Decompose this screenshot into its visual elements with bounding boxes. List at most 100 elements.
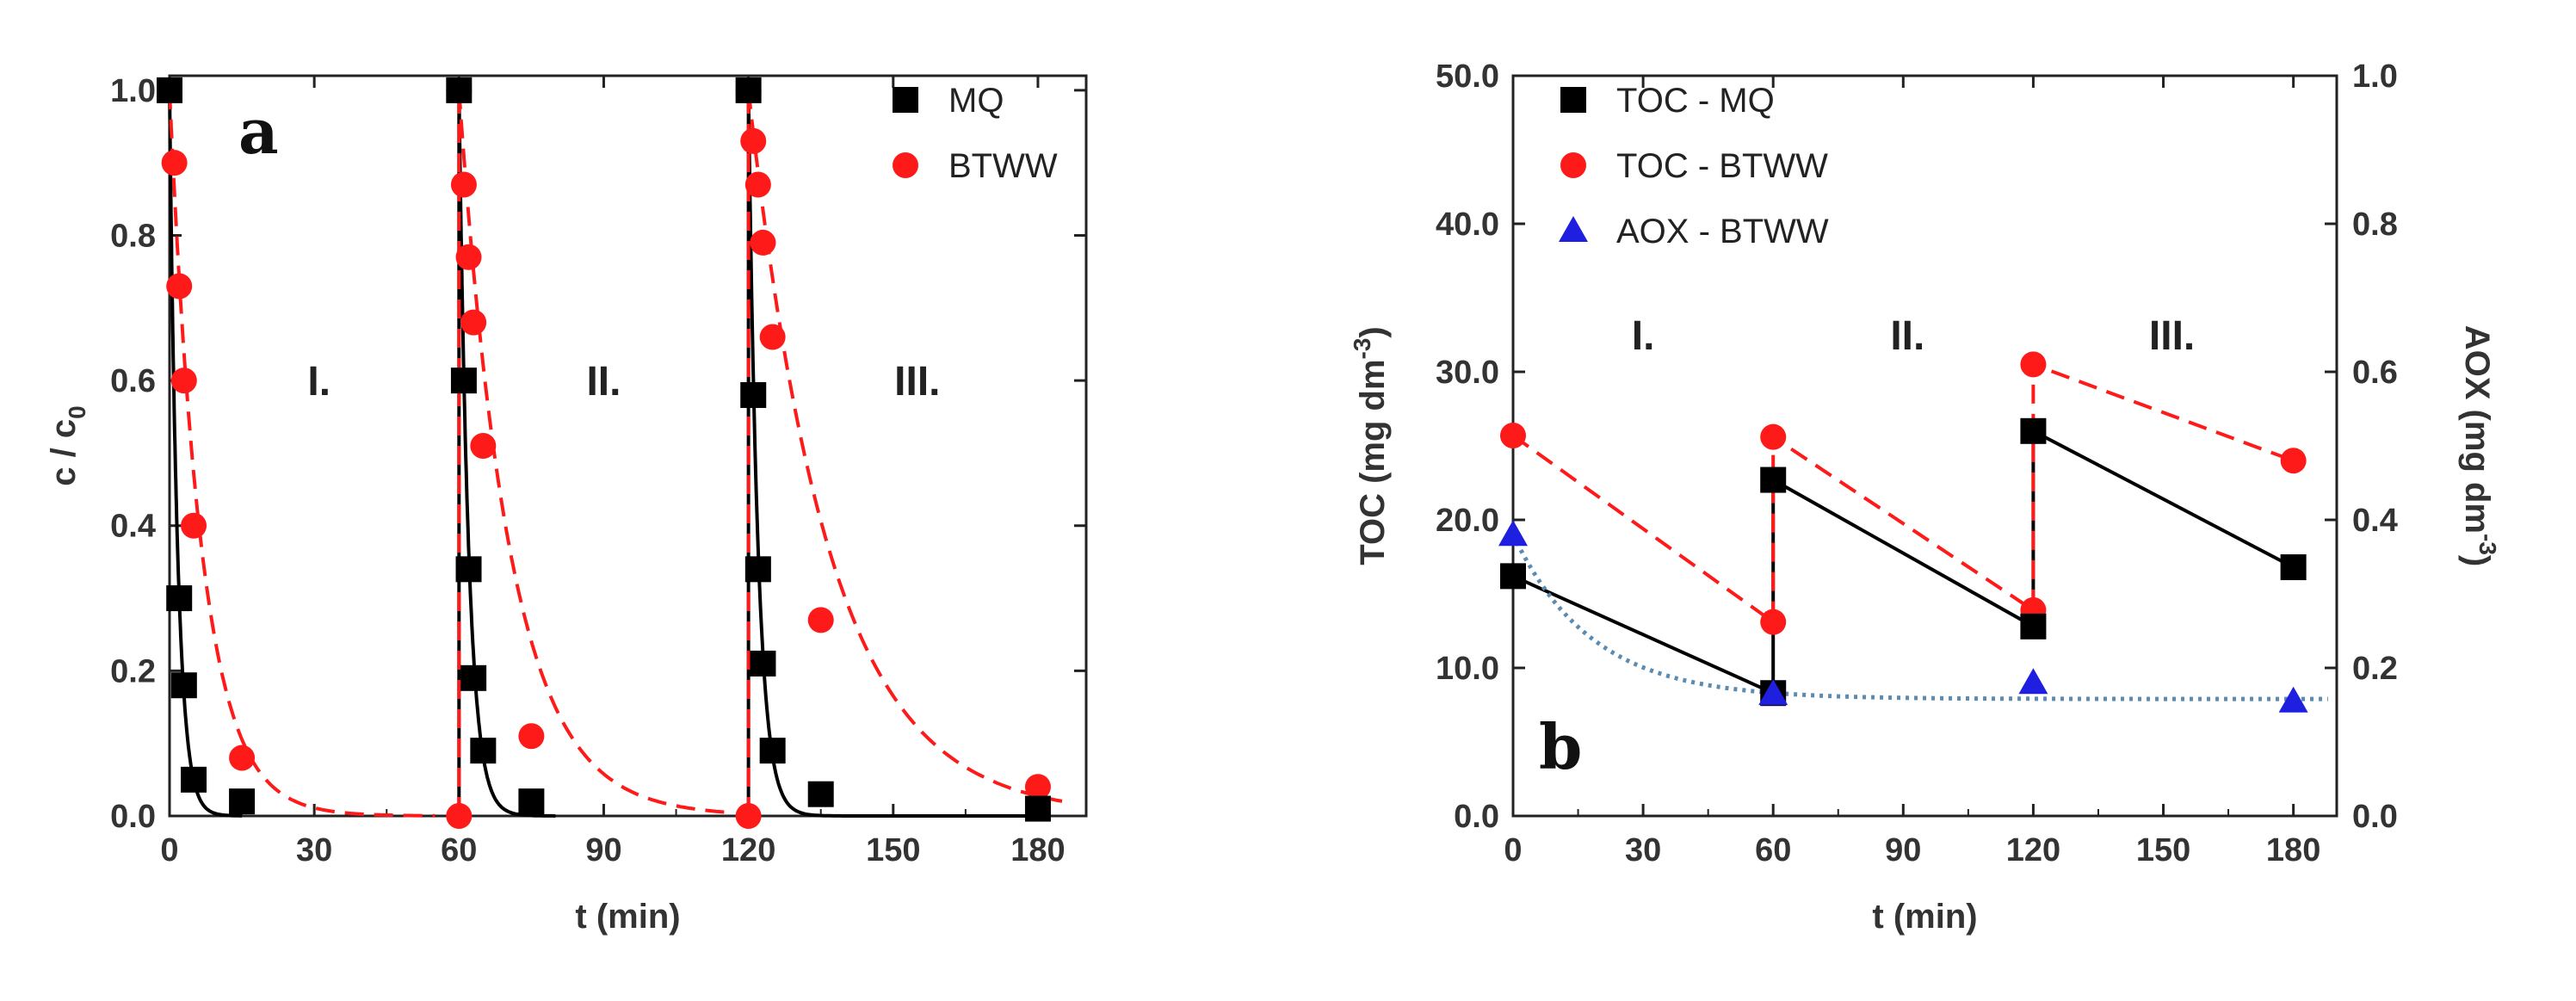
- x-tick-label: 90: [585, 832, 621, 868]
- data-point-square: [807, 781, 834, 807]
- data-point-circle: [750, 229, 776, 256]
- legend-marker: [893, 87, 918, 113]
- y-tick-label: 0.4: [110, 509, 156, 545]
- data-point-triangle: [1758, 679, 1788, 706]
- data-point-circle: [161, 150, 188, 176]
- y2-tick-label: 0.0: [2352, 799, 2398, 835]
- legend-marker: [893, 152, 918, 178]
- data-point-circle: [166, 273, 193, 300]
- data-point-circle: [735, 803, 762, 829]
- y-tick-label: 0.0: [1454, 799, 1499, 835]
- data-point-square: [446, 77, 473, 103]
- data-point-square: [181, 766, 207, 793]
- data-point-circle: [181, 512, 207, 539]
- series-fit-line: [457, 90, 556, 818]
- panel-letter: a: [238, 95, 279, 168]
- data-point-circle: [450, 171, 477, 198]
- y-tick-label: 50.0: [1436, 59, 1499, 95]
- series-fit-line: [457, 90, 725, 814]
- series-fit-line: [1510, 534, 2328, 701]
- legend: MQ BTWW: [893, 82, 1058, 185]
- data-point-square: [157, 77, 182, 103]
- data-point-square: [455, 556, 482, 583]
- panel-letter: b: [1539, 710, 1582, 783]
- legend-label: TOC - BTWW: [1616, 147, 1828, 185]
- data-point-square: [750, 650, 776, 677]
- data-point-square: [1500, 563, 1526, 590]
- legend: TOC - MQ TOC - BTWW AOX - BTWW: [1559, 82, 1829, 250]
- legend-label: AOX - BTWW: [1616, 213, 1829, 250]
- x-tick-label: 120: [2006, 832, 2060, 868]
- data-point-triangle: [2278, 686, 2308, 713]
- data-point-square: [759, 738, 786, 764]
- y-tick-label: 0.6: [110, 363, 156, 399]
- data-point-square: [740, 381, 767, 408]
- x-tick-label: 30: [1625, 832, 1661, 868]
- y-tick-label: 40.0: [1436, 207, 1499, 243]
- chart-panel-a: 0 30 60 90 120 150 180 0.0 0.2 0.4 0.6 0.8 1.0 t (min…: [45, 73, 1088, 936]
- data-point-circle: [446, 803, 473, 829]
- legend-label: MQ: [948, 82, 1004, 120]
- data-point-circle: [2020, 351, 2047, 378]
- data-point-circle: [2280, 448, 2307, 474]
- data-point-circle: [759, 324, 786, 350]
- y2-tick-label: 0.6: [2352, 355, 2398, 391]
- data-point-circle: [170, 368, 197, 394]
- data-point-square: [170, 672, 197, 699]
- x-tick-label: 150: [866, 832, 920, 868]
- y2-tick-label: 0.4: [2352, 503, 2398, 539]
- data-point-square: [744, 556, 771, 583]
- series-fit-line: [746, 90, 1038, 818]
- series-fit-line: [168, 90, 243, 818]
- y-tick-label: 1.0: [110, 73, 156, 109]
- data-point-triangle: [1498, 520, 1528, 547]
- plot-frame: [1511, 74, 2338, 818]
- y2-tick-label: 0.2: [2352, 651, 2398, 687]
- y-tick-label: 20.0: [1436, 503, 1499, 539]
- x-tick-label: 60: [1755, 832, 1791, 868]
- data-point-circle: [518, 723, 545, 750]
- y2-axis-title: AOX (mg dm-3): [2458, 325, 2501, 566]
- data-point-circle: [1760, 609, 1787, 635]
- data-point-circle: [807, 607, 834, 633]
- data-point-circle: [740, 127, 767, 154]
- region-label: II.: [1890, 313, 1924, 359]
- data-point-circle: [455, 244, 482, 270]
- x-tick-label: 120: [721, 832, 775, 868]
- legend-label: BTWW: [948, 147, 1058, 185]
- series-fit-line: [168, 90, 436, 818]
- data-point-circle: [1760, 423, 1787, 450]
- y-tick-label: 10.0: [1436, 651, 1499, 687]
- data-point-square: [2020, 417, 2047, 444]
- data-point-square: [2280, 554, 2307, 581]
- x-tick-label: 90: [1885, 832, 1921, 868]
- legend-marker: [1560, 87, 1586, 113]
- y-tick-label: 0.8: [110, 218, 156, 254]
- x-tick-label: 0: [160, 832, 178, 868]
- data-point-square: [735, 77, 762, 103]
- data-point-square: [229, 788, 256, 815]
- region-label: III.: [2149, 313, 2195, 359]
- data-point-square: [1760, 467, 1787, 493]
- x-axis-title: t (min): [1872, 898, 1977, 936]
- y2-tick-label: 0.8: [2352, 207, 2398, 243]
- legend-marker: [1559, 216, 1588, 242]
- series-line: [1511, 361, 2295, 626]
- x-tick-label: 180: [1010, 832, 1065, 868]
- data-point-circle: [744, 171, 771, 198]
- data-point-circle: [1024, 774, 1051, 800]
- y-tick-label: 0.2: [110, 653, 156, 689]
- x-tick-label: 30: [296, 832, 332, 868]
- region-label: II.: [586, 359, 621, 405]
- data-point-square: [518, 788, 545, 815]
- data-point-square: [470, 738, 497, 764]
- series-line: [1512, 428, 2295, 696]
- data-point-circle: [470, 433, 497, 459]
- y-tick-label: 30.0: [1436, 355, 1499, 391]
- x-tick-label: 180: [2266, 832, 2320, 868]
- data-point-square: [2020, 613, 2047, 640]
- data-point-circle: [1500, 422, 1526, 448]
- chart-panel-b: 0 30 60 90 120 150 180 0.0 10.0 20.0 30.0 40.0 50.0 0…: [1349, 59, 2501, 936]
- x-tick-label: 0: [1504, 832, 1522, 868]
- legend-marker: [1560, 152, 1586, 178]
